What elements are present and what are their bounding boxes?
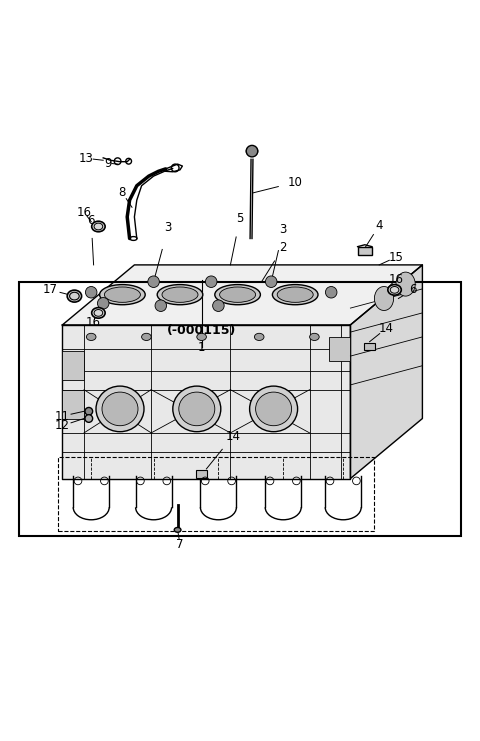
Text: 14: 14 bbox=[225, 430, 240, 443]
Text: 13: 13 bbox=[79, 152, 94, 165]
Ellipse shape bbox=[96, 386, 144, 432]
Bar bbox=[62, 351, 84, 380]
Text: 3: 3 bbox=[164, 222, 172, 234]
Ellipse shape bbox=[179, 392, 215, 425]
Ellipse shape bbox=[100, 285, 145, 305]
Ellipse shape bbox=[92, 222, 105, 232]
Ellipse shape bbox=[247, 147, 257, 156]
Bar bbox=[329, 337, 350, 361]
Text: 16: 16 bbox=[76, 205, 92, 219]
Ellipse shape bbox=[250, 386, 298, 432]
Ellipse shape bbox=[388, 285, 401, 295]
Ellipse shape bbox=[102, 392, 138, 425]
Text: 16: 16 bbox=[388, 273, 404, 286]
Text: 3: 3 bbox=[279, 223, 287, 236]
Circle shape bbox=[85, 415, 93, 422]
Ellipse shape bbox=[396, 272, 415, 296]
Ellipse shape bbox=[86, 333, 96, 341]
Text: 7: 7 bbox=[176, 538, 184, 551]
Circle shape bbox=[155, 300, 167, 311]
Ellipse shape bbox=[67, 290, 82, 302]
Ellipse shape bbox=[162, 287, 198, 302]
Text: 5: 5 bbox=[236, 212, 244, 225]
Text: 9: 9 bbox=[104, 156, 112, 170]
Circle shape bbox=[265, 276, 277, 288]
Circle shape bbox=[85, 408, 93, 415]
Text: 12: 12 bbox=[55, 419, 70, 432]
Ellipse shape bbox=[173, 386, 221, 432]
Circle shape bbox=[213, 300, 224, 311]
Ellipse shape bbox=[215, 285, 260, 305]
Text: 1: 1 bbox=[198, 341, 205, 354]
Circle shape bbox=[205, 276, 217, 288]
Text: (-000115): (-000115) bbox=[167, 324, 236, 337]
Bar bbox=[358, 247, 372, 256]
Text: 4: 4 bbox=[375, 219, 383, 232]
Ellipse shape bbox=[197, 333, 206, 341]
Polygon shape bbox=[62, 265, 422, 325]
Ellipse shape bbox=[374, 287, 394, 310]
Text: 16: 16 bbox=[86, 316, 101, 329]
Circle shape bbox=[246, 145, 258, 157]
Text: 2: 2 bbox=[279, 241, 287, 253]
Polygon shape bbox=[350, 265, 422, 479]
Text: 10: 10 bbox=[288, 176, 302, 189]
Ellipse shape bbox=[92, 308, 105, 318]
Ellipse shape bbox=[254, 333, 264, 341]
Text: 6: 6 bbox=[87, 214, 95, 227]
Circle shape bbox=[85, 287, 97, 298]
Ellipse shape bbox=[142, 333, 151, 341]
Text: 8: 8 bbox=[119, 187, 126, 199]
Ellipse shape bbox=[277, 287, 313, 302]
Ellipse shape bbox=[105, 287, 140, 302]
Circle shape bbox=[97, 298, 109, 309]
Circle shape bbox=[325, 287, 337, 298]
Ellipse shape bbox=[310, 333, 319, 341]
Text: 15: 15 bbox=[389, 250, 403, 264]
Polygon shape bbox=[62, 325, 350, 479]
Text: 17: 17 bbox=[43, 283, 58, 296]
Circle shape bbox=[148, 276, 159, 288]
Ellipse shape bbox=[272, 285, 318, 305]
Bar bbox=[196, 470, 207, 477]
Ellipse shape bbox=[255, 392, 291, 425]
Text: 11: 11 bbox=[55, 410, 70, 422]
Ellipse shape bbox=[219, 287, 256, 302]
Bar bbox=[62, 390, 84, 419]
Text: 6: 6 bbox=[409, 283, 417, 296]
Bar bbox=[364, 342, 375, 350]
Ellipse shape bbox=[157, 285, 203, 305]
Bar bbox=[19, 282, 461, 536]
Ellipse shape bbox=[174, 528, 181, 532]
Text: 14: 14 bbox=[379, 322, 394, 335]
